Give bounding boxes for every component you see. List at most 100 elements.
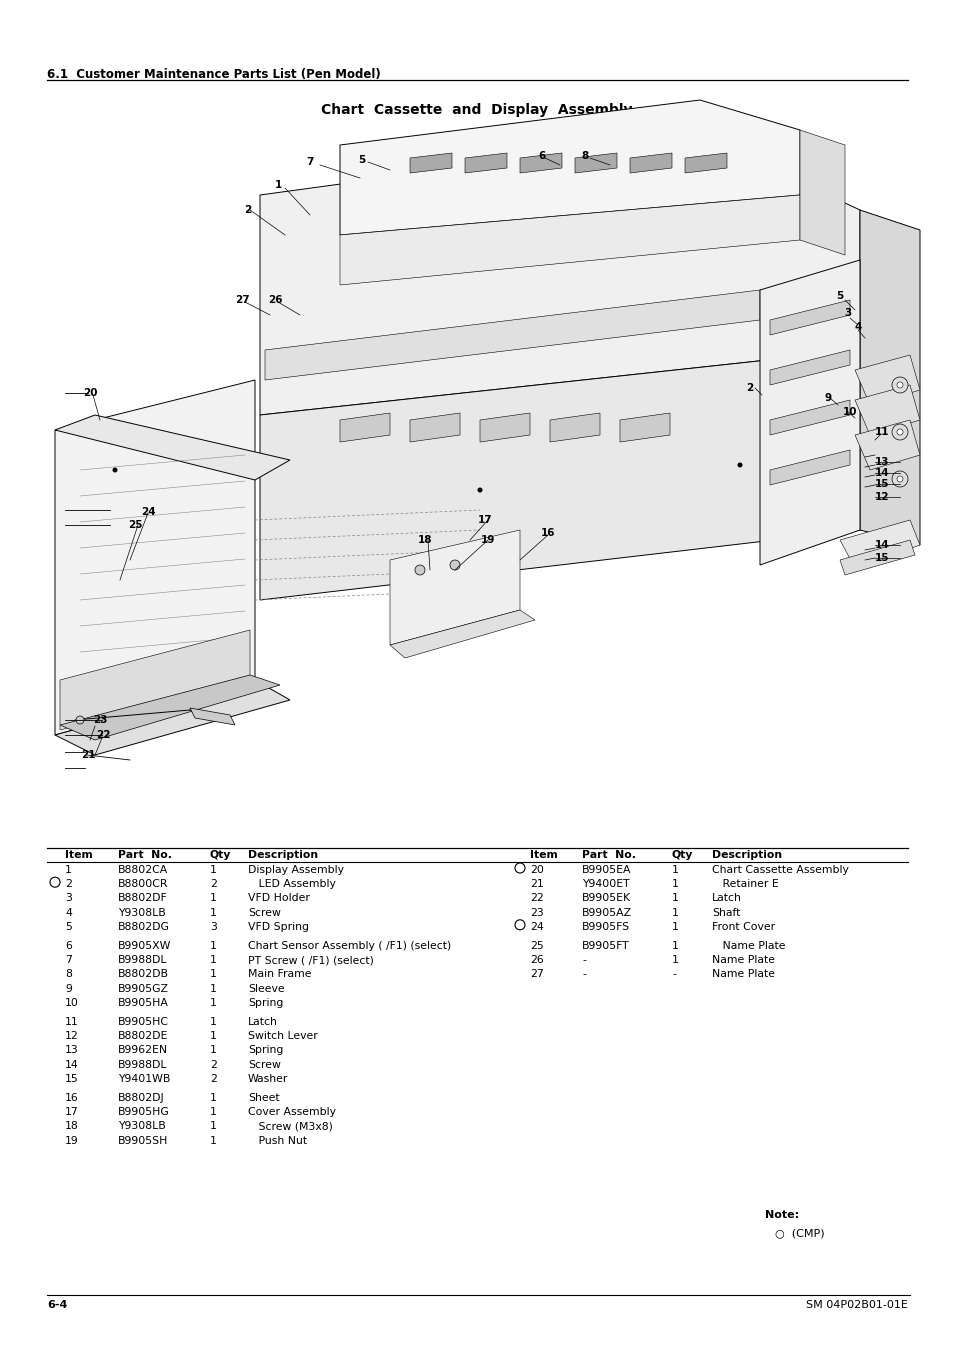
Text: B8802DE: B8802DE: [118, 1031, 168, 1042]
Text: Screw: Screw: [248, 1059, 280, 1070]
Text: 3: 3: [210, 921, 216, 932]
Text: B8802DB: B8802DB: [118, 970, 169, 979]
Text: Chart  Cassette  and  Display  Assembly: Chart Cassette and Display Assembly: [321, 103, 632, 118]
Text: 1: 1: [210, 1136, 216, 1146]
Text: 4: 4: [854, 322, 861, 332]
Text: Latch: Latch: [248, 1017, 277, 1027]
Text: 1: 1: [210, 1031, 216, 1042]
Text: 1: 1: [210, 984, 216, 993]
Text: B9905FS: B9905FS: [581, 921, 630, 932]
Circle shape: [896, 430, 902, 435]
Text: Chart Cassette Assembly: Chart Cassette Assembly: [711, 865, 848, 875]
Text: B9905XW: B9905XW: [118, 942, 172, 951]
Text: Latch: Latch: [711, 893, 741, 904]
Text: B8802DG: B8802DG: [118, 921, 170, 932]
Text: 10: 10: [841, 407, 857, 417]
Text: 15: 15: [65, 1074, 79, 1084]
Text: Name Plate: Name Plate: [711, 955, 774, 965]
Text: 26: 26: [530, 955, 543, 965]
Text: B9988DL: B9988DL: [118, 955, 168, 965]
Circle shape: [477, 488, 482, 493]
Circle shape: [891, 471, 907, 486]
Circle shape: [50, 877, 60, 888]
Text: 5: 5: [836, 290, 842, 301]
Polygon shape: [760, 259, 859, 565]
Polygon shape: [619, 413, 669, 442]
Text: Cover Assembly: Cover Assembly: [248, 1108, 335, 1117]
Text: 18: 18: [65, 1121, 79, 1131]
Polygon shape: [260, 135, 859, 415]
Text: 9: 9: [823, 393, 831, 403]
Text: Sleeve: Sleeve: [248, 984, 284, 993]
Text: 15: 15: [874, 480, 888, 489]
Text: 1: 1: [671, 865, 679, 875]
Text: 7: 7: [306, 157, 314, 168]
Text: 21: 21: [81, 750, 95, 761]
Text: B9905GZ: B9905GZ: [118, 984, 169, 993]
Polygon shape: [854, 420, 919, 470]
Text: 1: 1: [671, 921, 679, 932]
Polygon shape: [390, 530, 519, 644]
Text: Spring: Spring: [248, 1046, 283, 1055]
Circle shape: [891, 377, 907, 393]
Text: 2: 2: [244, 205, 252, 215]
Text: Name Plate: Name Plate: [711, 970, 774, 979]
Text: SM 04P02B01-01E: SM 04P02B01-01E: [805, 1300, 907, 1310]
Polygon shape: [410, 413, 459, 442]
Polygon shape: [479, 413, 530, 442]
Text: 19: 19: [480, 535, 495, 544]
Text: 11: 11: [874, 427, 888, 436]
Text: Sheet: Sheet: [248, 1093, 279, 1102]
Text: Item: Item: [65, 850, 92, 861]
Text: B9905SH: B9905SH: [118, 1136, 168, 1146]
Text: VFD Spring: VFD Spring: [248, 921, 309, 932]
Text: 2: 2: [210, 1074, 216, 1084]
Text: LED Assembly: LED Assembly: [248, 880, 335, 889]
Text: B9905EA: B9905EA: [581, 865, 631, 875]
Text: Switch Lever: Switch Lever: [248, 1031, 317, 1042]
Text: Item: Item: [530, 850, 558, 861]
Text: 1: 1: [210, 908, 216, 917]
Text: Shaft: Shaft: [711, 908, 740, 917]
Text: 23: 23: [530, 908, 543, 917]
Text: 1: 1: [210, 998, 216, 1008]
Polygon shape: [769, 450, 849, 485]
Text: B9905EK: B9905EK: [581, 893, 631, 904]
Text: 14: 14: [65, 1059, 79, 1070]
Text: 12: 12: [874, 492, 888, 503]
Text: B9905FT: B9905FT: [581, 942, 629, 951]
Text: 24: 24: [530, 921, 543, 932]
Text: 18: 18: [417, 535, 432, 544]
Text: Note:: Note:: [764, 1210, 799, 1220]
Text: 1: 1: [210, 1017, 216, 1027]
Text: Name Plate: Name Plate: [711, 942, 784, 951]
Text: 17: 17: [477, 515, 492, 526]
Text: 17: 17: [65, 1108, 79, 1117]
Polygon shape: [769, 400, 849, 435]
Circle shape: [896, 382, 902, 388]
Polygon shape: [390, 611, 535, 658]
Circle shape: [415, 565, 424, 576]
Text: Push Nut: Push Nut: [248, 1136, 307, 1146]
Text: 22: 22: [530, 893, 543, 904]
Text: 1: 1: [210, 1108, 216, 1117]
Text: 13: 13: [65, 1046, 79, 1055]
Circle shape: [515, 920, 524, 929]
Text: 5: 5: [65, 921, 71, 932]
Text: 2: 2: [210, 1059, 216, 1070]
Text: 6-4: 6-4: [47, 1300, 68, 1310]
Text: 20: 20: [530, 865, 543, 875]
Text: 6.1  Customer Maintenance Parts List (Pen Model): 6.1 Customer Maintenance Parts List (Pen…: [47, 68, 380, 81]
Text: B8802DF: B8802DF: [118, 893, 168, 904]
Text: Qty: Qty: [671, 850, 693, 861]
Text: Display Assembly: Display Assembly: [248, 865, 344, 875]
Text: B9905HG: B9905HG: [118, 1108, 170, 1117]
Polygon shape: [339, 413, 390, 442]
Text: 2: 2: [210, 880, 216, 889]
Text: 24: 24: [140, 507, 155, 517]
Circle shape: [737, 462, 741, 467]
Text: Screw (M3x8): Screw (M3x8): [248, 1121, 333, 1131]
Text: Washer: Washer: [248, 1074, 288, 1084]
Text: B9905HA: B9905HA: [118, 998, 169, 1008]
Text: 6: 6: [65, 942, 71, 951]
